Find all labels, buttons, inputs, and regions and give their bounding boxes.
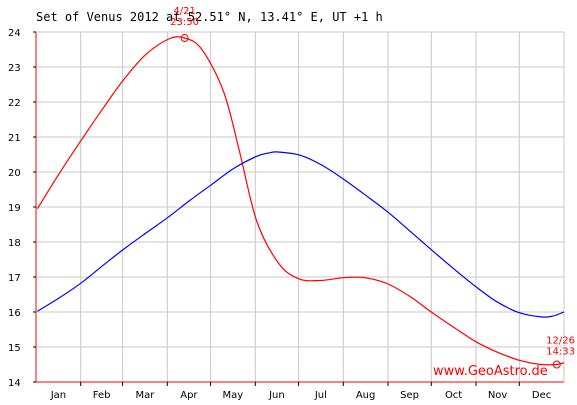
- x-tick-label: Sep: [400, 390, 419, 401]
- x-tick-label: Nov: [488, 390, 508, 401]
- extremum-time-label: 23:50: [170, 17, 199, 28]
- series-layer: [36, 36, 565, 366]
- extremum-marker: [180, 34, 189, 42]
- y-tick-label: 15: [8, 343, 21, 354]
- y-tick-label: 18: [8, 238, 21, 249]
- x-tick-label: Aug: [356, 390, 376, 401]
- grid: [36, 31, 564, 382]
- axes: Jan Feb Mar Apr May Jun Jul Aug Sep Oct Nov Dec 14 15…: [8, 28, 565, 401]
- chart-title: Set of Venus 2012 at 52.51° N, 13.41° E,…: [36, 10, 383, 24]
- y-tick-label: 23: [8, 63, 21, 74]
- blue-series-line: [37, 151, 565, 318]
- x-tick-label: Jul: [314, 390, 327, 401]
- x-tick-label: May: [223, 390, 244, 401]
- x-tick-label: Jan: [50, 390, 66, 401]
- y-tick-label: 21: [8, 133, 21, 144]
- x-tick-label: Mar: [135, 390, 155, 401]
- y-tick-label: 22: [8, 98, 21, 109]
- y-tick-label: 17: [8, 273, 21, 284]
- x-tick-label: Apr: [180, 390, 198, 401]
- watermark: www.GeoAstro.de: [433, 364, 548, 379]
- x-tick-label: Dec: [532, 390, 551, 401]
- extremum-marker: [552, 360, 561, 369]
- y-tick-label: 19: [8, 203, 21, 214]
- x-tick-label: Oct: [445, 390, 462, 401]
- y-tick-label: 16: [8, 308, 21, 319]
- y-tick-label: 24: [8, 28, 21, 39]
- red-series-line: [36, 36, 565, 366]
- y-tick-label: 20: [8, 168, 21, 179]
- x-tick-label: Feb: [93, 390, 111, 401]
- extremum-time-label: 14:33: [546, 347, 575, 358]
- x-tick-label: Jun: [268, 390, 285, 401]
- extremum-date-label: 12/26: [546, 336, 575, 347]
- extremum-date-label: 4/21: [173, 6, 195, 17]
- y-tick-label: 14: [8, 378, 21, 389]
